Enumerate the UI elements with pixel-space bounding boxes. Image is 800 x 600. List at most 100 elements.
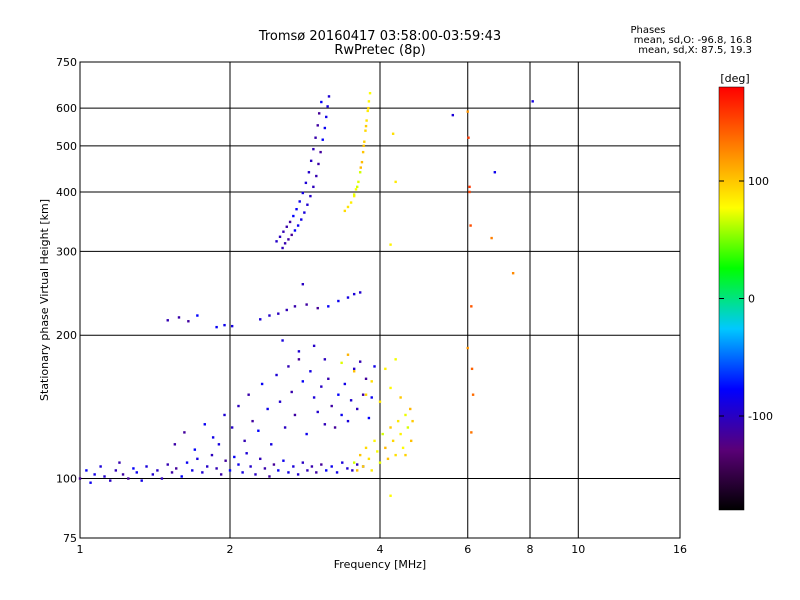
- data-point-O: [352, 292, 356, 296]
- data-point-X: [406, 426, 410, 429]
- data-point-O: [228, 469, 232, 472]
- data-point-O: [285, 225, 288, 228]
- data-point-O: [233, 455, 236, 459]
- data-point-X: [384, 367, 387, 371]
- data-point-X: [378, 461, 382, 464]
- data-point-O: [370, 396, 373, 399]
- data-point-O: [301, 380, 305, 383]
- data-point-O: [321, 138, 324, 141]
- data-point-O: [346, 419, 350, 423]
- x-tick-label: 4: [377, 543, 384, 556]
- data-point-O: [266, 407, 269, 411]
- x-axis-label: Frequency [MHz]: [334, 558, 426, 571]
- data-point-O: [247, 393, 250, 396]
- data-point-O: [288, 220, 292, 224]
- data-point-other: [466, 346, 469, 350]
- data-point-O: [205, 465, 209, 468]
- data-point-O: [307, 171, 311, 174]
- data-point-X: [366, 109, 369, 113]
- data-point-O: [309, 370, 312, 373]
- data-point-O: [173, 443, 177, 446]
- data-point-O: [177, 316, 181, 319]
- data-point-X: [354, 188, 358, 191]
- x-tick-label: 6: [464, 543, 471, 556]
- data-point-O: [287, 365, 290, 368]
- data-point-O: [323, 358, 327, 361]
- data-point-O: [203, 423, 206, 426]
- data-point-X: [394, 453, 397, 457]
- data-point-O: [185, 461, 189, 464]
- data-point-O: [160, 477, 164, 480]
- data-point-O: [301, 283, 305, 286]
- data-point-O: [217, 443, 221, 446]
- data-point-O: [298, 200, 301, 203]
- data-point-O: [293, 305, 297, 308]
- data-point-O: [343, 382, 347, 386]
- data-point-other: [511, 272, 515, 275]
- data-point-O: [316, 410, 319, 414]
- data-point-O: [215, 325, 218, 329]
- data-point-O: [314, 136, 317, 139]
- colorbar-ticks: 100 0 -100: [719, 175, 773, 423]
- data-point-O: [330, 465, 333, 468]
- data-point-O: [135, 471, 138, 474]
- data-point-O: [121, 473, 125, 476]
- data-point-O: [320, 385, 323, 388]
- data-point-O: [109, 479, 112, 482]
- data-point-O: [99, 465, 102, 468]
- data-point-O: [118, 461, 121, 464]
- data-point-O: [346, 296, 350, 299]
- data-point-O: [309, 159, 313, 163]
- data-point-O: [364, 377, 368, 380]
- data-point-O: [297, 358, 301, 361]
- data-point-O: [312, 396, 316, 399]
- data-point-O: [312, 147, 315, 151]
- x-tick-label: 1: [77, 543, 84, 556]
- data-point-O: [333, 426, 337, 429]
- colorbar-tick-label: -100: [748, 410, 773, 423]
- data-point-X: [340, 361, 343, 365]
- data-point-O: [85, 469, 88, 472]
- data-point-O: [230, 324, 234, 328]
- data-point-O: [272, 463, 276, 466]
- data-point-other: [470, 367, 474, 371]
- data-point-X: [360, 160, 364, 164]
- data-point-O: [215, 467, 218, 470]
- data-point-O: [210, 453, 214, 457]
- data-point-X: [359, 166, 362, 169]
- data-point-O: [241, 471, 244, 474]
- data-point-X: [409, 439, 413, 443]
- data-point-O: [296, 224, 300, 227]
- data-point-O: [287, 471, 290, 474]
- data-point-O: [305, 432, 308, 436]
- y-tick-label: 600: [56, 102, 77, 115]
- data-point-X: [349, 201, 353, 204]
- data-point-X: [391, 132, 395, 135]
- data-point-X: [355, 469, 359, 472]
- data-point-X: [384, 446, 387, 450]
- data-point-O: [145, 465, 148, 468]
- data-point-O: [249, 465, 252, 468]
- data-point-O: [312, 344, 316, 348]
- data-point-O: [349, 399, 353, 402]
- data-point-O: [93, 473, 96, 476]
- data-point-O: [251, 419, 254, 423]
- y-tick-label: 75: [63, 532, 77, 545]
- data-point-X: [394, 358, 397, 361]
- data-point-O: [293, 413, 297, 417]
- data-point-X: [357, 180, 360, 184]
- data-point-O: [493, 171, 497, 174]
- data-point-O: [297, 350, 301, 353]
- x-tick-label: 2: [227, 543, 234, 556]
- data-point-X: [389, 386, 392, 390]
- data-point-O: [191, 469, 194, 472]
- data-point-other: [471, 393, 475, 396]
- data-point-O: [304, 181, 308, 185]
- data-point-O: [301, 461, 305, 464]
- data-point-O: [277, 312, 280, 315]
- data-point-O: [132, 467, 135, 470]
- data-point-O: [305, 303, 308, 306]
- data-point-other: [470, 305, 473, 308]
- data-point-O: [268, 475, 271, 478]
